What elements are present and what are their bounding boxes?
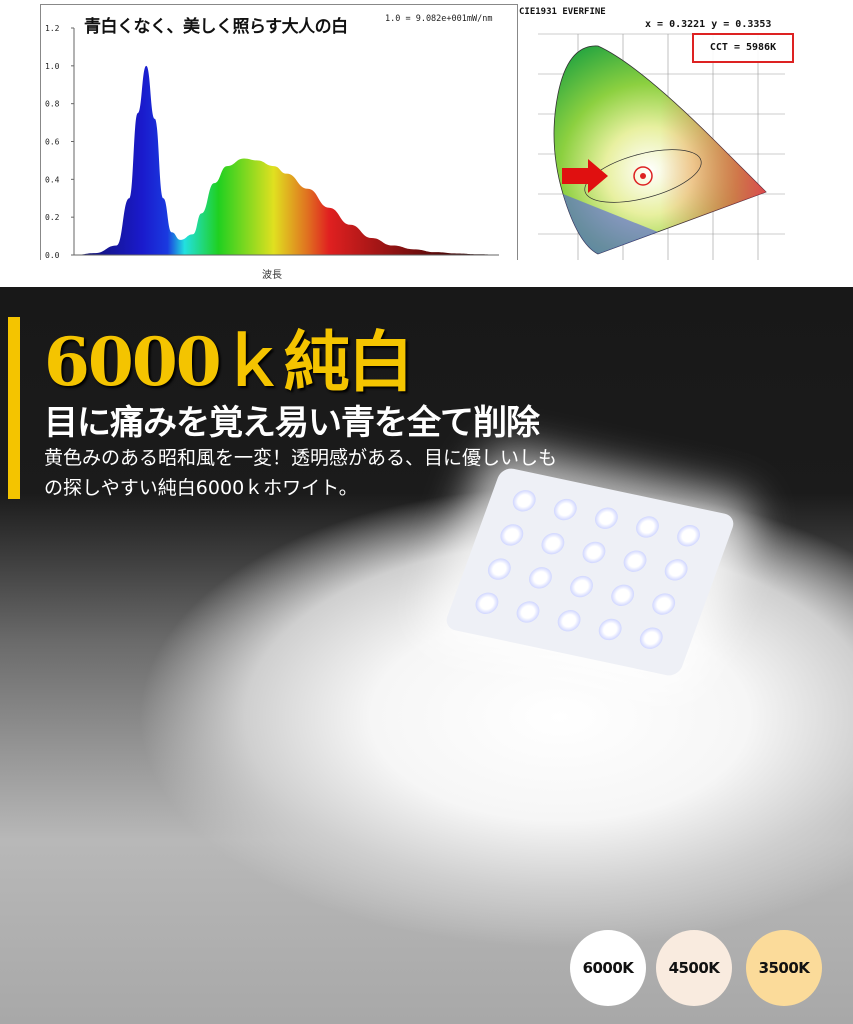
description-line-2: の探しやすい純白6000ｋホワイト。 xyxy=(44,477,358,499)
x-axis-label: 波長 xyxy=(262,270,282,281)
led-chip xyxy=(525,565,556,591)
spectrum-chart: 0.0 0.2 0.4 0.6 0.8 1.0 1.2 xyxy=(45,24,499,260)
y-tick-label: 0.8 xyxy=(45,100,60,109)
description: 黄色みのある昭和風を一変！透明感がある、目に優しいしも の探しやすい純白6000… xyxy=(44,443,664,503)
target-icon xyxy=(633,166,653,186)
led-chip xyxy=(566,573,597,600)
led-chip xyxy=(620,548,650,574)
y-tick-label: 1.2 xyxy=(45,24,60,33)
cie-coordinates: x = 0.3221 y = 0.3353 xyxy=(645,19,772,30)
led-chip xyxy=(579,539,609,566)
cct-readout: CCT = 5986K xyxy=(692,33,794,63)
cie-chromaticity-chart xyxy=(538,33,785,260)
color-option-4500k: 4500K xyxy=(656,930,732,1006)
led-chip xyxy=(636,625,666,651)
promo-banner: 6000ｋ純白 目に痛みを覚え易い青を全て削除 黄色みのある昭和風を一変！透明感… xyxy=(0,287,853,1024)
y-tick-label: 0.6 xyxy=(45,138,60,147)
led-chip xyxy=(591,505,621,531)
y-tick-label: 0.4 xyxy=(45,175,60,184)
led-chip xyxy=(661,557,691,583)
y-tick-label: 0.2 xyxy=(45,213,60,222)
subheadline: 目に痛みを覚え易い青を全て削除 xyxy=(44,403,540,443)
led-chip xyxy=(649,591,679,617)
led-chip xyxy=(554,607,584,634)
led-chip xyxy=(550,496,580,523)
spectrum-chart-frame: 0.0 0.2 0.4 0.6 0.8 1.0 1.2 xyxy=(40,4,518,260)
led-chip xyxy=(538,530,568,557)
led-chip xyxy=(472,590,502,616)
description-line-1: 黄色みのある昭和風を一変！透明感がある、目に優しいしも xyxy=(44,447,558,469)
y-tick-label: 0.0 xyxy=(45,251,60,260)
spec-panel: 0.0 0.2 0.4 0.6 0.8 1.0 1.2 青白くなく、美しく照らす大人の白 1… xyxy=(0,0,853,287)
led-chip xyxy=(674,522,704,549)
led-chip xyxy=(595,616,625,643)
led-chip xyxy=(608,582,638,609)
spectrum-title: 青白くなく、美しく照らす大人の白 xyxy=(84,17,348,37)
headline: 6000ｋ純白 xyxy=(44,323,414,401)
arrow-right-icon xyxy=(562,159,608,193)
led-chip xyxy=(509,488,539,514)
spectrum-area xyxy=(74,65,499,255)
y-tick-label: 1.0 xyxy=(45,62,60,71)
led-chip xyxy=(497,522,527,548)
led-chip xyxy=(513,599,543,625)
color-option-3500k: 3500K xyxy=(746,930,822,1006)
led-chip xyxy=(484,556,514,582)
cie-title: CIE1931 EVERFINE xyxy=(519,7,606,17)
led-chip xyxy=(632,514,663,540)
color-option-6000k: 6000K xyxy=(570,930,646,1006)
accent-bar xyxy=(8,317,20,499)
spectrum-unit-note: 1.0 = 9.082e+001mW/nm xyxy=(385,14,493,24)
